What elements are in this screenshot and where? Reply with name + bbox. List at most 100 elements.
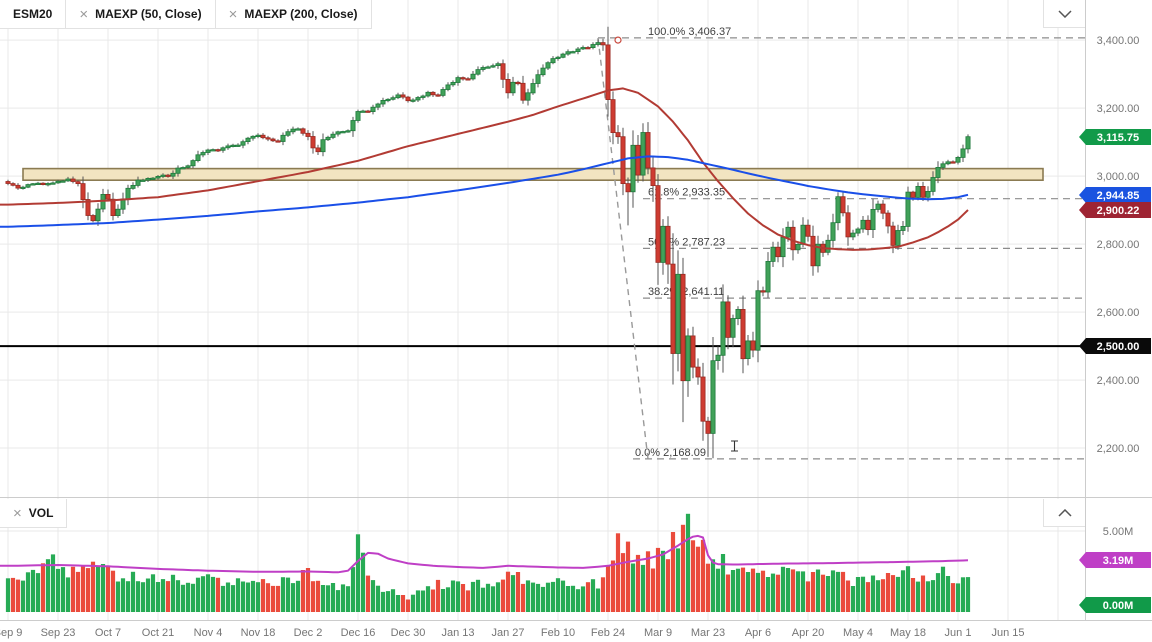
volume-bar [355,534,361,612]
volume-bar [515,572,521,612]
volume-bar [640,564,646,612]
volume-bar [30,569,36,612]
time-axis[interactable] [0,621,1152,642]
candle [365,110,371,113]
volume-bar [720,554,726,612]
close-icon[interactable]: × [13,504,22,522]
volume-bar [400,595,406,612]
volume-bar [435,579,441,612]
candle [445,84,451,90]
volume-bar [950,583,956,612]
candle [660,225,666,263]
volume-bar [120,578,126,612]
candle [80,183,86,201]
volume-bar [420,590,426,612]
date-label: Dec 30 [391,627,426,639]
candle [210,149,216,152]
volume-bar [775,574,781,612]
candle [615,132,621,138]
volume-bar [510,575,516,612]
volume-bar [425,586,431,612]
price-pane-collapse-button[interactable] [1043,0,1085,28]
candle [545,62,551,69]
volume-bar [900,570,906,612]
candle [865,219,871,231]
candle [390,97,396,100]
volume-bar [480,587,486,612]
volume-bar [70,566,76,612]
legend: ESM20 × MAEXP (50, Close) × MAEXP (200, … [0,0,372,29]
candle [205,149,211,153]
candle [775,246,781,258]
candle [685,335,691,382]
ma50-line[interactable] [0,87,969,251]
candle [770,246,776,262]
candle [105,193,111,200]
volume-bar [260,579,266,612]
volume-bar [275,585,281,612]
candle [405,96,411,102]
ma200-line[interactable] [0,155,969,228]
volume-bar [100,564,106,612]
close-icon[interactable]: × [79,5,89,23]
candle [475,69,481,75]
close-icon[interactable]: × [228,5,238,23]
candle [160,174,166,177]
volume-bar [415,590,421,612]
price-pane[interactable] [0,0,1085,497]
volume-bar [5,578,11,612]
volume-bar [125,581,131,612]
indicator-label-ma200: MAEXP (200, Close) [244,7,358,21]
volume-bar [715,568,721,612]
price-zone-drawing[interactable] [22,167,1044,182]
volume-ma-line[interactable] [0,534,969,574]
fib-trendline[interactable] [597,37,649,459]
candle [940,163,946,168]
candle [465,78,471,81]
volume-bar [785,568,791,612]
ma50-value-badge [1079,202,1151,218]
candle [155,175,161,179]
volume-pane-expand-button[interactable] [1043,499,1085,527]
volume-bar [215,577,221,612]
volume-bar [265,583,271,612]
volume-bar [270,585,276,612]
candle [505,79,511,94]
candle [905,191,911,227]
indicator-legend-ma50[interactable]: × MAEXP (50, Close) [66,0,216,29]
volume-bars [5,513,971,612]
candle [130,184,136,189]
volume-bar [735,568,741,612]
candle [220,147,226,151]
volume-bar [75,571,81,612]
volume-bar [225,582,231,612]
candle [275,140,281,143]
volume-bar [320,585,326,612]
volume-bar [690,540,696,612]
fib-anchor-handle[interactable] [614,36,622,44]
candle [460,77,466,80]
indicator-legend-ma200[interactable]: × MAEXP (200, Close) [215,0,372,29]
symbol-legend[interactable]: ESM20 [0,0,67,29]
volume-bar [280,577,286,612]
candle [795,243,801,251]
volume-bar [445,587,451,612]
volume-bar [940,566,946,612]
candle [565,51,571,55]
date-label: Mar 9 [644,627,672,639]
volume-bar [815,569,821,612]
volume-bar [460,584,466,612]
volume-bar [360,552,366,612]
volume-bar [65,577,71,612]
candle [435,94,441,97]
candle [705,420,711,434]
volume-bar [305,568,311,612]
volume-bar [40,563,46,612]
volume-bar [615,533,621,612]
price-axis[interactable] [1086,0,1152,620]
volume-indicator-legend[interactable]: × VOL [0,499,68,528]
date-label: Jun 15 [991,627,1024,639]
date-label: Jan 13 [441,627,474,639]
